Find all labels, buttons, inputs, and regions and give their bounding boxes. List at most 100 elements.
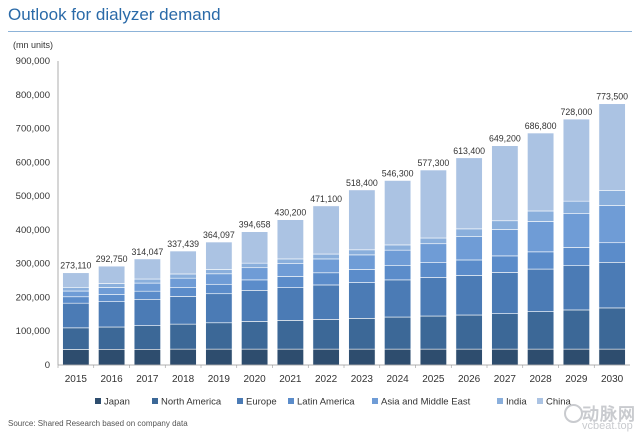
bar-segment-north-america bbox=[455, 314, 483, 350]
bar-stack-2030 bbox=[598, 103, 626, 366]
bar-stack-2019 bbox=[205, 241, 233, 366]
bar-segment-latin-america bbox=[598, 242, 626, 263]
total-label: 613,400 bbox=[453, 146, 485, 156]
bar-segment-india bbox=[491, 220, 519, 230]
bar-series-group bbox=[62, 103, 626, 366]
bar-segment-asia-and-middle-east bbox=[276, 263, 304, 277]
bar-segment-india bbox=[562, 200, 590, 214]
bar-segment-india bbox=[348, 249, 376, 256]
watermark-cn-text: 动脉网 bbox=[582, 405, 636, 425]
bar-segment-latin-america bbox=[527, 251, 555, 270]
legend-label: China bbox=[546, 397, 572, 408]
bar-segment-north-america bbox=[598, 307, 626, 350]
bar-segment-china bbox=[133, 258, 161, 280]
bar-segment-china bbox=[598, 103, 626, 191]
legend-swatch bbox=[372, 398, 378, 404]
bar-segment-china bbox=[455, 157, 483, 230]
bar-segment-latin-america bbox=[419, 262, 447, 278]
bar-segment-north-america bbox=[205, 322, 233, 350]
bar-segment-latin-america bbox=[384, 265, 412, 281]
bar-segment-india bbox=[98, 283, 126, 288]
bar-stack-2021 bbox=[276, 219, 304, 366]
bar-segment-japan bbox=[598, 348, 626, 366]
legend-label: Japan bbox=[104, 397, 130, 408]
bar-segment-europe bbox=[312, 284, 340, 320]
bar-segment-asia-and-middle-east bbox=[384, 249, 412, 266]
watermark-en-text: vcbeat.top bbox=[582, 420, 633, 432]
bar-segment-japan bbox=[527, 348, 555, 366]
x-tick-label: 2025 bbox=[422, 374, 445, 385]
bar-stack-2018 bbox=[169, 250, 197, 366]
total-label: 728,000 bbox=[560, 107, 592, 117]
bar-segment-china bbox=[312, 205, 340, 255]
bar-stack-2015 bbox=[62, 272, 90, 366]
bar-stack-2026 bbox=[455, 157, 483, 366]
x-tick-label: 2029 bbox=[565, 374, 588, 385]
legend-swatch bbox=[95, 398, 101, 404]
bar-segment-north-america bbox=[348, 318, 376, 350]
bar-segment-asia-and-middle-east bbox=[419, 243, 447, 263]
y-tick-label: 700,000 bbox=[16, 124, 50, 135]
y-tick-label: 500,000 bbox=[16, 191, 50, 202]
bar-segment-china bbox=[205, 241, 233, 270]
bar-segment-europe bbox=[169, 296, 197, 325]
bar-segment-europe bbox=[527, 268, 555, 312]
y-tick-label: 600,000 bbox=[16, 157, 50, 168]
total-label: 471,100 bbox=[310, 194, 342, 204]
bar-segment-asia-and-middle-east bbox=[62, 290, 90, 298]
bar-segment-north-america bbox=[419, 315, 447, 350]
legend-label: India bbox=[506, 397, 527, 408]
bar-segment-india bbox=[241, 262, 269, 269]
bar-segment-japan bbox=[133, 348, 161, 366]
bar-stack-2016 bbox=[98, 265, 126, 366]
bar-segment-europe bbox=[455, 275, 483, 316]
bar-segment-india bbox=[419, 237, 447, 245]
watermark-logo-icon bbox=[564, 404, 583, 423]
bar-segment-china bbox=[562, 118, 590, 202]
legend-item-india: India bbox=[497, 397, 527, 408]
x-tick-label: 2019 bbox=[208, 374, 231, 385]
bar-segment-north-america bbox=[133, 325, 161, 350]
bar-stack-2017 bbox=[133, 258, 161, 366]
bar-segment-latin-america bbox=[169, 287, 197, 297]
bar-segment-china bbox=[62, 272, 90, 288]
bar-stack-2025 bbox=[419, 169, 447, 366]
bar-segment-europe bbox=[133, 299, 161, 326]
bar-segment-asia-and-middle-east bbox=[241, 267, 269, 281]
bar-stack-2029 bbox=[562, 118, 590, 366]
y-tick-label: 200,000 bbox=[16, 292, 50, 303]
bar-segment-china bbox=[98, 265, 126, 284]
bar-segment-europe bbox=[384, 279, 412, 318]
total-label: 273,110 bbox=[60, 261, 91, 271]
bar-segment-north-america bbox=[62, 327, 90, 350]
bar-segment-latin-america bbox=[241, 279, 269, 291]
bar-segment-asia-and-middle-east bbox=[312, 258, 340, 274]
bar-segment-india bbox=[455, 228, 483, 237]
x-tick-label: 2022 bbox=[315, 374, 338, 385]
bar-segment-asia-and-middle-east bbox=[348, 254, 376, 270]
legend-item-latin-america: Latin America bbox=[288, 397, 355, 408]
x-tick-label: 2021 bbox=[279, 374, 302, 385]
source-note: Source: Shared Research based on company… bbox=[8, 419, 188, 428]
bar-segment-north-america bbox=[312, 319, 340, 350]
bar-stack-2022 bbox=[312, 205, 340, 366]
bar-segment-japan bbox=[241, 348, 269, 366]
bar-segment-europe bbox=[598, 262, 626, 309]
bar-segment-europe bbox=[241, 290, 269, 322]
bar-stack-2027 bbox=[491, 145, 519, 366]
bar-segment-china bbox=[384, 180, 412, 246]
y-tick-label: 100,000 bbox=[16, 326, 50, 337]
bar-segment-india bbox=[384, 244, 412, 251]
legend-label: Europe bbox=[246, 397, 277, 408]
bar-segment-japan bbox=[348, 348, 376, 366]
bar-segment-india bbox=[62, 287, 90, 292]
legend-item-asia-and-middle-east: Asia and Middle East bbox=[372, 397, 471, 408]
bar-segment-india bbox=[133, 278, 161, 284]
bar-segment-latin-america bbox=[133, 290, 161, 300]
y-tick-label: 900,000 bbox=[16, 56, 50, 67]
x-tick-label: 2030 bbox=[601, 374, 624, 385]
bar-segment-latin-america bbox=[312, 272, 340, 286]
bar-segment-japan bbox=[312, 348, 340, 366]
bar-segment-north-america bbox=[98, 326, 126, 350]
x-axis: 2015 2016 2017 2018 2019 2020 2021 2022 2023 2024… bbox=[57, 364, 630, 385]
